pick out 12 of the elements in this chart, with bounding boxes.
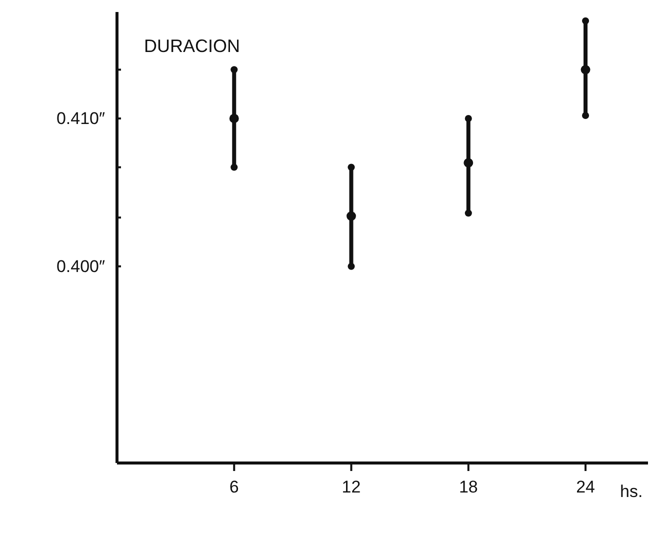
- y-tick-label: 0.410″: [56, 108, 105, 128]
- x-tick-label: 12: [342, 478, 361, 497]
- point: [346, 211, 356, 221]
- text: DURACION: [144, 36, 240, 56]
- point: [580, 64, 590, 74]
- x-tick-label: 18: [458, 478, 478, 497]
- point: [464, 158, 474, 168]
- y-tick-label: 0.400″: [56, 256, 105, 276]
- x-tick-label: 6: [229, 478, 239, 497]
- x-tick-label: 24: [576, 478, 595, 497]
- point: [229, 114, 239, 124]
- x-axis-title: hs.: [620, 482, 643, 501]
